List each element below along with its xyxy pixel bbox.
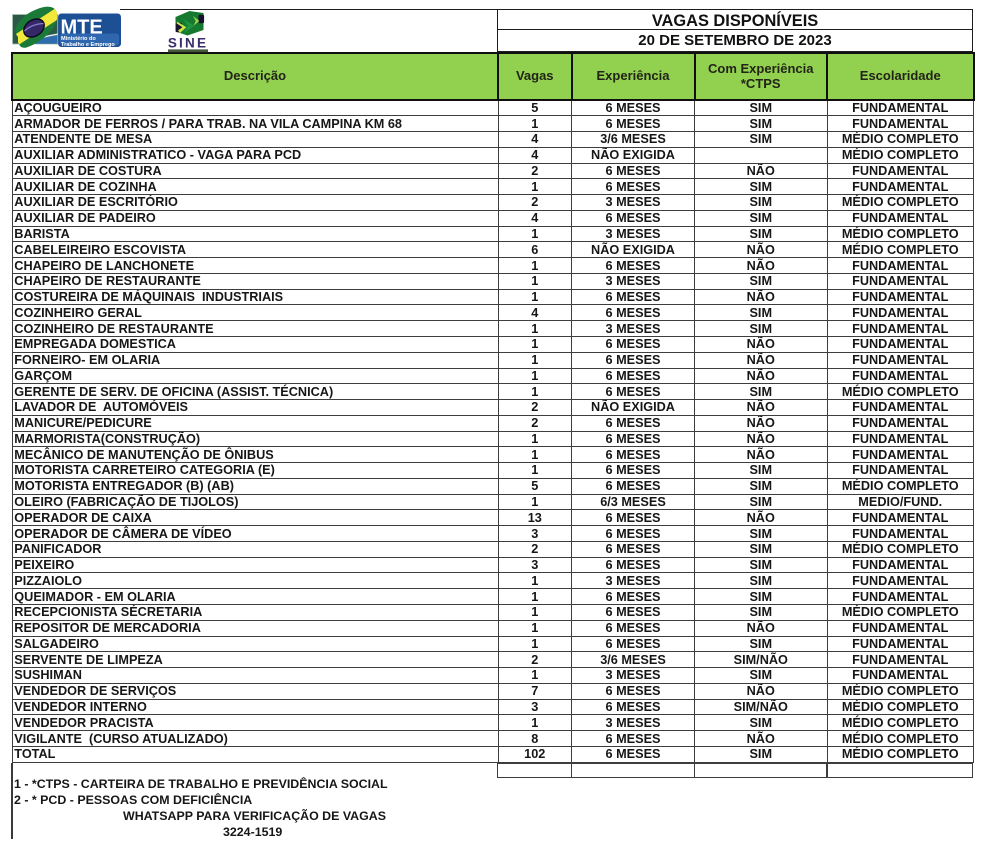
svg-text:Trabalho e Emprego: Trabalho e Emprego xyxy=(61,42,115,48)
svg-text:MTE: MTE xyxy=(61,17,103,39)
svg-text:Ministério do: Ministério do xyxy=(61,36,96,42)
svg-text:SINE: SINE xyxy=(168,36,208,51)
